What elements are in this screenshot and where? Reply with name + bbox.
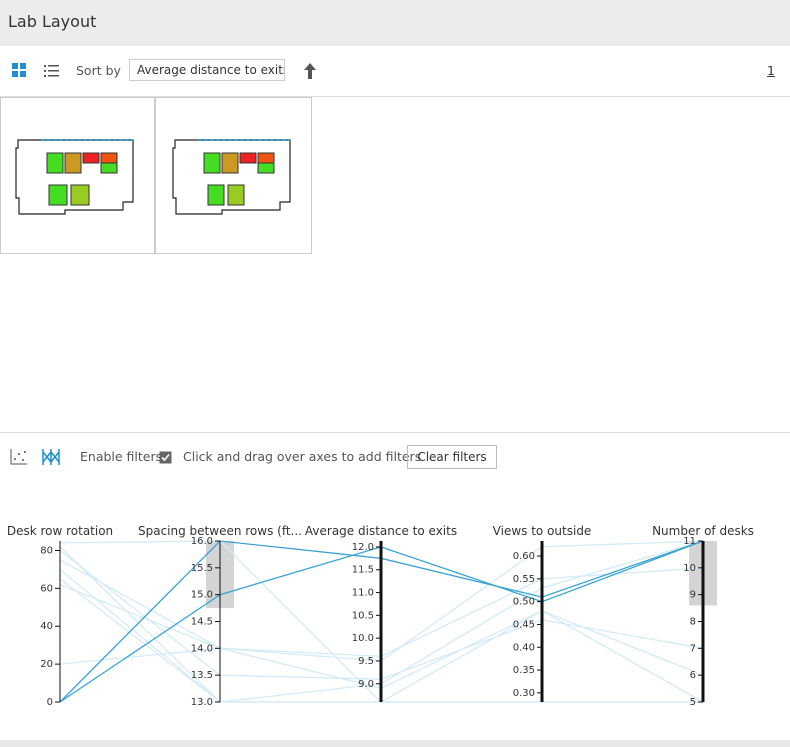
tick-label: 0.30	[513, 688, 535, 699]
tick-label: 0.40	[513, 642, 535, 653]
axis-label: Spacing between rows (ft...	[138, 524, 302, 538]
tick-label: 7	[690, 643, 696, 654]
sort-select[interactable]: Average distance to exits	[129, 59, 285, 81]
divider	[0, 432, 790, 433]
tick-label: 5	[690, 697, 696, 708]
filters-label: Enable filters	[80, 449, 163, 464]
page-number[interactable]: 1	[767, 63, 775, 78]
parallel-chart: Desk row rotation 0 20 40 60 80 Spacing betwee…	[7, 524, 754, 708]
floor-plan	[15, 139, 134, 215]
tick-label: 12.0	[352, 542, 374, 553]
tick-label: 11	[683, 536, 696, 547]
header	[0, 0, 790, 46]
tick-label: 11.5	[352, 565, 374, 576]
tick-label: 13.5	[191, 670, 213, 681]
tick-label: 15.0	[191, 590, 213, 601]
tick-label: 9.5	[358, 656, 374, 667]
tick-label: 10.5	[352, 610, 374, 621]
scatter-icon[interactable]	[10, 448, 28, 466]
tick-label: 9	[690, 590, 696, 601]
tick-label: 0.50	[513, 597, 535, 608]
tick-label: 0.35	[513, 665, 535, 676]
axis-label: Number of desks	[652, 524, 754, 538]
parallel-icon[interactable]	[41, 448, 61, 466]
tick-label: 14.0	[191, 643, 213, 654]
tick-label: 10	[683, 563, 696, 574]
layout-thumbnail[interactable]	[0, 97, 155, 254]
tick-label: 16.0	[191, 536, 213, 547]
tick-label: 14.5	[191, 617, 213, 628]
tick-label: 20	[40, 659, 53, 670]
tick-label: 6	[690, 670, 696, 681]
filters-checkbox[interactable]	[159, 451, 172, 464]
tick-label: 0.45	[513, 619, 535, 630]
tick-label: 40	[40, 621, 53, 632]
axis-label: Views to outside	[493, 524, 592, 538]
clear-filters-button[interactable]: Clear filters	[407, 445, 497, 469]
footer-bar	[0, 740, 790, 747]
tick-label: 13.0	[191, 697, 213, 708]
sort-direction[interactable]	[302, 62, 318, 80]
tick-label: 60	[40, 583, 53, 594]
axis-label: Average distance to exits	[305, 524, 457, 538]
tick-label: 10.0	[352, 633, 374, 644]
floor-plan	[172, 139, 291, 215]
filters-hint: Click and drag over axes to add filters	[183, 449, 422, 464]
sort-label: Sort by	[76, 63, 121, 78]
layout-thumbnail[interactable]	[155, 97, 312, 254]
grid-view-icon[interactable]	[12, 63, 28, 79]
tick-label: 0.60	[513, 551, 535, 562]
tick-label: 8	[690, 617, 696, 628]
axis-label: Desk row rotation	[7, 524, 113, 538]
tick-label: 0	[47, 697, 53, 708]
divider	[0, 96, 790, 97]
tick-label: 11.0	[352, 588, 374, 599]
tick-label: 15.5	[191, 563, 213, 574]
page-title: Lab Layout	[8, 12, 97, 31]
tick-label: 80	[40, 545, 53, 556]
tick-label: 0.55	[513, 574, 535, 585]
tick-label: 9.0	[358, 679, 374, 690]
list-view-icon[interactable]	[44, 64, 60, 78]
